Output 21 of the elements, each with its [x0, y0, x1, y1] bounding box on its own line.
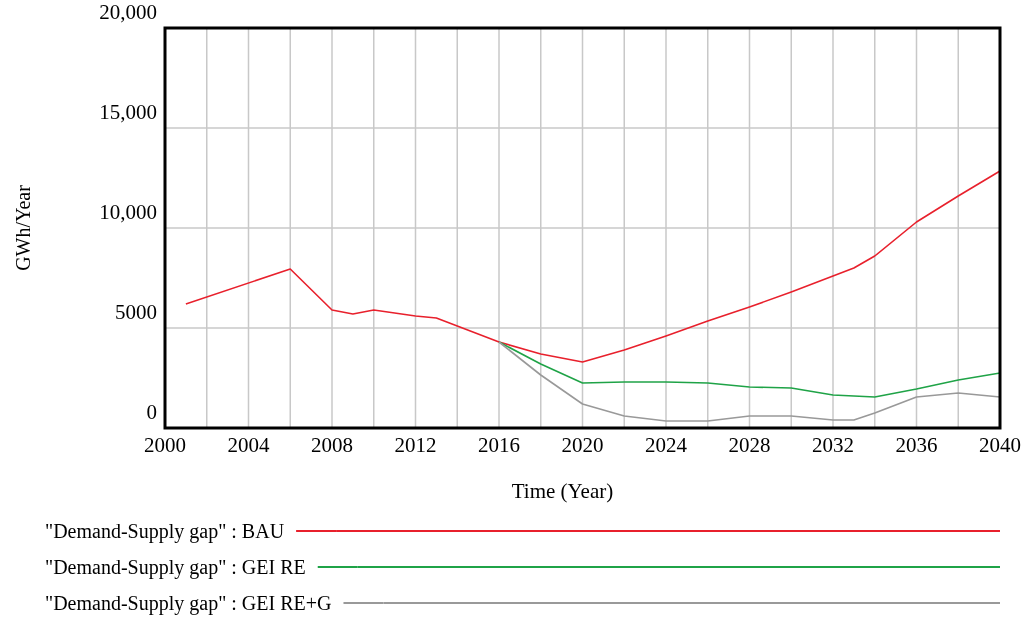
- x-tick-label: 2000: [144, 433, 186, 457]
- x-tick-label: 2032: [812, 433, 854, 457]
- y-tick-label: 5000: [115, 300, 157, 324]
- x-tick-label: 2024: [645, 433, 688, 457]
- y-axis-title: GWh/Year: [12, 184, 34, 271]
- x-tick-label: 2016: [478, 433, 520, 457]
- x-tick-label: 2040: [979, 433, 1021, 457]
- y-tick-label: 20,000: [99, 0, 157, 24]
- x-tick-label: 2020: [561, 433, 604, 457]
- legend-label: "Demand-Supply gap" : GEI RE+G: [45, 592, 332, 615]
- x-tick-label: 2028: [728, 433, 771, 457]
- y-tick-label: 10,000: [99, 200, 157, 224]
- x-tick-label: 2008: [311, 433, 353, 457]
- x-tick-label: 2004: [227, 433, 270, 457]
- x-tick-label: 2012: [394, 433, 437, 457]
- legend-label: "Demand-Supply gap" : GEI RE: [45, 556, 306, 579]
- x-tick-label: 2036: [895, 433, 938, 457]
- x-axis-title: Time (Year): [511, 479, 614, 503]
- y-tick-label: 15,000: [99, 100, 157, 124]
- y-tick-label: 0: [146, 400, 157, 424]
- legend-label: "Demand-Supply gap" : BAU: [45, 520, 285, 543]
